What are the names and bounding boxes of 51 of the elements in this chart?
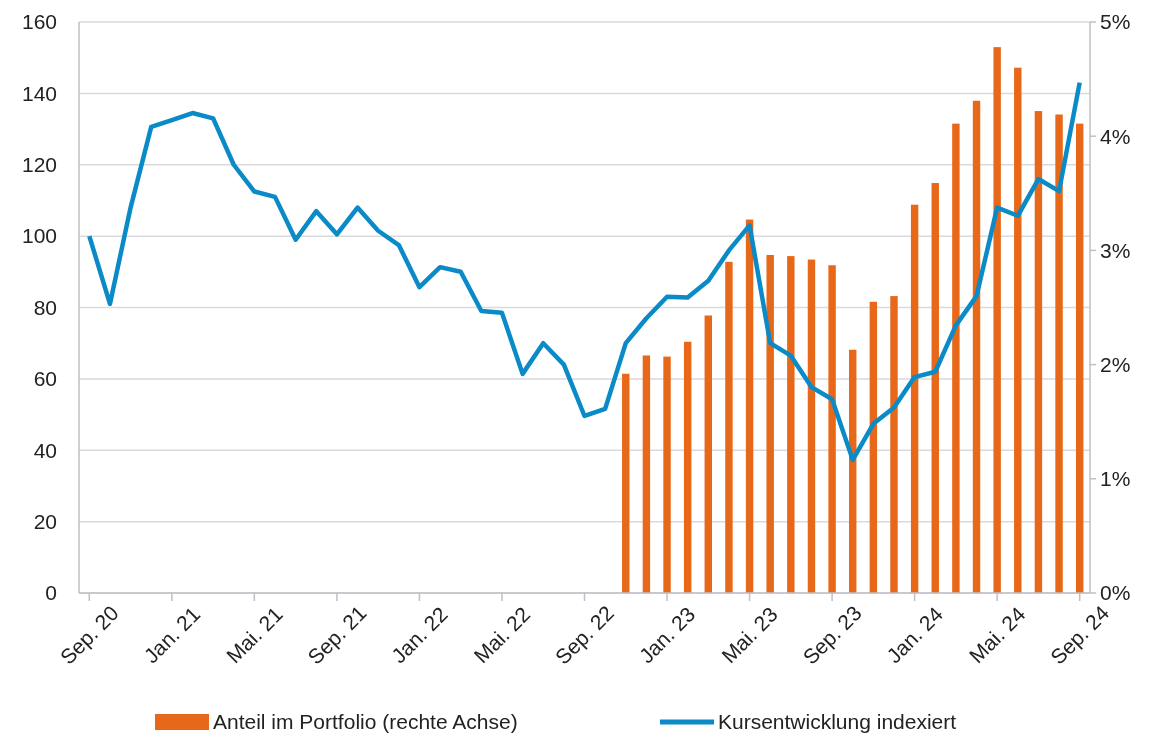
y-tick-label: 100	[21, 224, 57, 248]
y2-tick-label: 3%	[1100, 238, 1131, 262]
bar	[787, 256, 795, 593]
bar	[952, 123, 960, 593]
bar	[890, 296, 898, 593]
y-tick-label: 40	[33, 438, 57, 462]
y2-tick-label: 2%	[1100, 352, 1131, 376]
bar	[931, 183, 939, 593]
bar	[807, 259, 816, 593]
line-series	[87, 80, 1082, 463]
bar	[745, 219, 754, 593]
x-tick-label: Jan. 22	[386, 602, 452, 668]
y2-tick-label: 1%	[1100, 467, 1131, 491]
y2-tick-label: 4%	[1100, 124, 1131, 148]
legend-label: Anteil im Portfolio (rechte Achse)	[213, 710, 518, 734]
x-tick-label: Sep. 23	[798, 601, 866, 669]
bar	[910, 204, 919, 593]
bar	[828, 265, 836, 593]
bar	[704, 315, 713, 593]
bar	[1014, 67, 1022, 593]
y-tick-label: 160	[21, 10, 57, 34]
x-tick-label: Mai. 24	[964, 602, 1030, 668]
bar	[869, 301, 878, 593]
y-tick-label: 20	[33, 509, 57, 533]
y2-tick-label: 5%	[1100, 10, 1131, 34]
y-tick-label: 120	[21, 153, 57, 177]
x-tick-label: Mai. 21	[221, 602, 287, 668]
bar	[993, 47, 1001, 593]
x-tick-label: Jan. 21	[139, 602, 205, 668]
x-tick-label: Jan. 23	[634, 602, 700, 668]
x-tick-label: Mai. 22	[469, 602, 535, 668]
bar	[1034, 111, 1043, 593]
bar	[622, 373, 630, 593]
x-tick-label: Jan. 24	[882, 602, 948, 668]
bar	[642, 355, 651, 593]
bar	[725, 261, 733, 593]
bar	[972, 100, 981, 593]
y-tick-label: 0	[45, 581, 57, 605]
legend-label: Kursentwicklung indexiert	[718, 710, 957, 734]
bar	[663, 356, 671, 593]
bar	[766, 254, 774, 593]
x-tick-label: Sep. 20	[55, 601, 123, 669]
bar	[1075, 123, 1084, 593]
bar	[683, 341, 692, 593]
x-tick-label: Mai. 23	[716, 602, 782, 668]
bar	[1055, 114, 1063, 593]
x-tick-label: Sep. 21	[303, 601, 371, 669]
y-tick-label: 80	[33, 295, 57, 319]
y-tick-label: 60	[33, 367, 57, 391]
y-tick-label: 140	[21, 81, 57, 105]
x-tick-label: Sep. 22	[550, 601, 619, 669]
